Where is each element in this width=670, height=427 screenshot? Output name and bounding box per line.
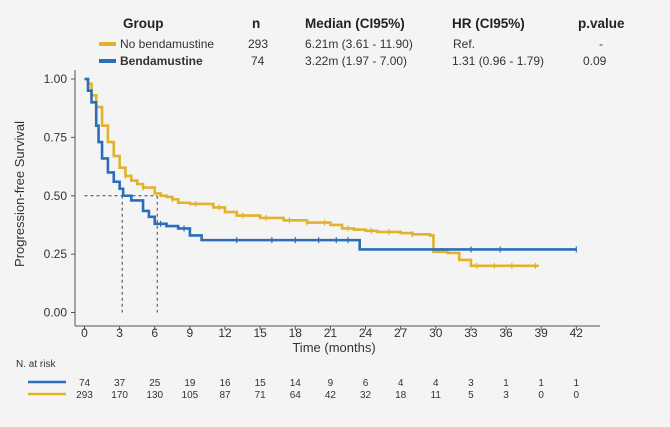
y-tick-label: 1.00 — [44, 72, 68, 86]
risk-count-bendamustine: 6 — [363, 378, 369, 389]
y-axis-ticks: 0.00 0.25 0.50 0.75 1.00 — [44, 72, 75, 320]
x-tick-label: 33 — [464, 326, 478, 340]
risk-count-no-bendamustine: 3 — [503, 390, 509, 401]
risk-count-no-bendamustine: 71 — [255, 390, 267, 401]
risk-count-bendamustine: 9 — [328, 378, 334, 389]
x-tick-label: 18 — [289, 326, 303, 340]
censor-marks — [124, 172, 577, 269]
risk-count-no-bendamustine: 0 — [538, 390, 544, 401]
risk-count-bendamustine: 4 — [398, 378, 404, 389]
risk-count-no-bendamustine: 64 — [290, 390, 302, 401]
risk-count-bendamustine: 1 — [538, 378, 544, 389]
risk-count-bendamustine: 14 — [290, 378, 302, 389]
risk-count-no-bendamustine: 0 — [574, 390, 580, 401]
x-tick-label: 9 — [187, 326, 194, 340]
risk-count-no-bendamustine: 170 — [111, 390, 128, 401]
survival-curve-bendamustine — [84, 77, 577, 251]
risk-count-bendamustine: 19 — [184, 378, 196, 389]
legend-table: Group n Median (CI95%) HR (CI95%) p.valu… — [99, 16, 625, 68]
risk-count-no-bendamustine: 105 — [182, 390, 199, 401]
x-tick-label: 36 — [499, 326, 513, 340]
median-reference-lines — [84, 195, 158, 313]
y-tick-label: 0.75 — [44, 130, 68, 144]
legend-header-group: Group — [123, 16, 164, 31]
x-axis-ticks: 0 3 6 9 12 15 18 21 24 27 30 33 36 39 42 — [81, 326, 583, 340]
y-axis-label: Progression-free Survival — [12, 121, 27, 267]
risk-count-bendamustine: 16 — [219, 378, 231, 389]
legend-header-hr: HR (CI95%) — [452, 16, 525, 31]
legend-hr-bendamustine: 1.31 (0.96 - 1.79) — [452, 54, 544, 68]
risk-count-bendamustine: 3 — [468, 378, 474, 389]
risk-count-no-bendamustine: 5 — [468, 390, 474, 401]
x-tick-label: 12 — [218, 326, 232, 340]
legend-group-bendamustine: Bendamustine — [120, 54, 203, 68]
y-tick-label: 0.25 — [44, 247, 68, 261]
x-tick-label: 30 — [429, 326, 443, 340]
risk-count-no-bendamustine: 130 — [146, 390, 163, 401]
x-tick-label: 3 — [116, 326, 123, 340]
x-tick-label: 6 — [151, 326, 158, 340]
risk-table-title: N. at risk — [16, 359, 56, 370]
x-tick-label: 24 — [359, 326, 373, 340]
legend-header-pvalue: p.value — [578, 16, 625, 31]
legend-median-bendamustine: 3.22m (1.97 - 7.00) — [305, 54, 407, 68]
legend-n-no-bendamustine: 293 — [248, 37, 268, 51]
risk-count-no-bendamustine: 32 — [360, 390, 372, 401]
risk-count-bendamustine: 1 — [503, 378, 509, 389]
legend-group-no-bendamustine: No bendamustine — [120, 37, 214, 51]
plot-area: 0.000.250.500.751.00 0 3 6 9 12 15 18 21 24 27 30 3… — [12, 70, 600, 355]
risk-count-no-bendamustine: 11 — [431, 390, 442, 401]
survival-curves — [84, 77, 577, 268]
x-tick-label: 15 — [253, 326, 267, 340]
x-axis-label: Time (months) — [292, 340, 375, 355]
risk-count-bendamustine: 15 — [255, 378, 267, 389]
risk-count-bendamustine: 1 — [574, 378, 580, 389]
risk-count-bendamustine: 37 — [114, 378, 126, 389]
risk-count-bendamustine: 74 — [79, 378, 91, 389]
risk-count-bendamustine: 25 — [149, 378, 161, 389]
legend-median-no-bendamustine: 6.21m (3.61 - 11.90) — [305, 37, 413, 51]
x-tick-label: 42 — [570, 326, 584, 340]
x-tick-label: 39 — [535, 326, 549, 340]
legend-header-median: Median (CI95%) — [305, 16, 405, 31]
legend-header-n: n — [252, 16, 260, 31]
survival-curve-no-bendamustine — [84, 77, 539, 268]
risk-count-no-bendamustine: 18 — [395, 390, 407, 401]
legend-hr-no-bendamustine: Ref. — [453, 37, 475, 51]
x-tick-label: 21 — [324, 326, 338, 340]
x-tick-label: 0 — [81, 326, 88, 340]
risk-count-no-bendamustine: 293 — [76, 390, 93, 401]
y-tick-label: 0.00 — [44, 306, 68, 320]
y-tick-label: 0.50 — [44, 189, 68, 203]
legend-p-bendamustine: 0.09 — [583, 54, 607, 68]
risk-count-no-bendamustine: 87 — [219, 390, 231, 401]
legend-p-no-bendamustine: - — [599, 37, 603, 51]
risk-count-no-bendamustine: 42 — [325, 390, 337, 401]
risk-count-bendamustine: 4 — [433, 378, 439, 389]
legend-n-bendamustine: 74 — [251, 54, 265, 68]
x-tick-label: 27 — [394, 326, 408, 340]
